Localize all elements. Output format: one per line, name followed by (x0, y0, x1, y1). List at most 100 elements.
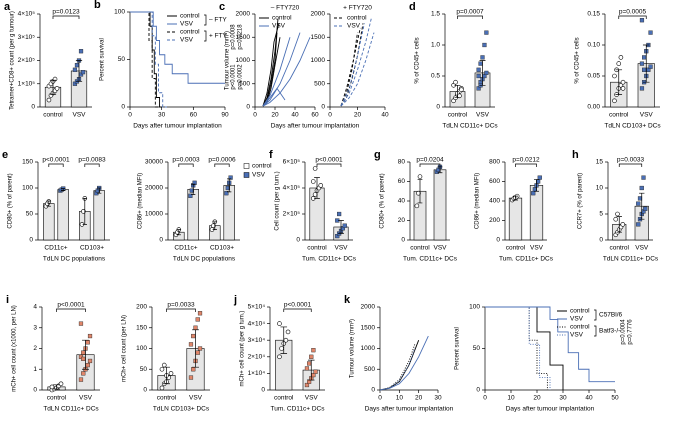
data-point (637, 196, 643, 201)
survival-curve (485, 306, 615, 383)
x-tick-label: 50 (611, 395, 619, 402)
data-point (616, 61, 622, 66)
data-point (537, 175, 542, 180)
y-axis-label: Tumour volume (mm³) (350, 319, 356, 378)
x-tick-label: 40 (381, 112, 389, 119)
p-value: p=0.0212 (512, 157, 540, 164)
y-tick-label: 1×10⁴ (248, 370, 266, 377)
data-point (620, 222, 626, 227)
p-value: p=0.0083 (78, 157, 106, 164)
error-bar (49, 79, 57, 95)
legend-label: VSV (347, 23, 361, 30)
significance-bracket (515, 163, 537, 167)
y-axis-label: Tetramer+CD8+ count (per g tumour) (10, 11, 16, 110)
y-tick-label: 2×10⁵ (18, 57, 36, 64)
data-point (279, 346, 284, 351)
y-tick-label: 3×10⁵ (18, 34, 36, 41)
bar (57, 189, 69, 241)
x-tick-label: CD103+ (210, 245, 234, 252)
y-axis-label: % of CD45+ cells (575, 37, 581, 83)
significance-bracket (166, 308, 196, 312)
x-tick-label: control (410, 245, 430, 252)
data-point (459, 87, 464, 92)
x-tick-label: control (609, 245, 629, 252)
data-point (639, 86, 645, 91)
y-tick-label: 10 (596, 185, 604, 192)
data-point (285, 329, 291, 335)
legend-label: control (347, 15, 367, 22)
y-tick-label: 0 (436, 104, 440, 111)
p-value: p=0.0218 (238, 24, 244, 50)
x-tick-label: VSV (530, 245, 544, 252)
error-bar (615, 69, 623, 95)
x-tick-label: VSV (79, 395, 93, 402)
data-point (639, 18, 645, 23)
legend-label: control (252, 163, 272, 170)
data-point (304, 382, 310, 388)
significance-bracket (84, 163, 100, 167)
data-point (81, 209, 86, 214)
y-tick-label: 2000 (311, 11, 326, 18)
significance-bracket (316, 163, 342, 167)
p-value: p=0.0003 (172, 157, 200, 164)
data-point (188, 342, 194, 347)
x-axis-label: TdLN CD11c+ DCs (442, 123, 498, 130)
x-axis-label: Tum. CD11c+ DCs (403, 256, 458, 263)
x-tick-label: VSV (72, 112, 86, 119)
error-bar (642, 44, 650, 83)
y-tick-label: 3 (33, 324, 37, 331)
y-axis-label: CD86+ (median MFI) (475, 173, 481, 229)
x-axis-label: Tum. CD11c+ DCs (271, 406, 326, 413)
legend-label: control (570, 308, 590, 315)
data-point (189, 188, 194, 193)
y-tick-label: 0 (401, 237, 405, 244)
x-tick-label: VSV (476, 112, 490, 119)
y-tick-label: 1500 (236, 34, 251, 41)
growth-curve (262, 37, 291, 107)
data-point (168, 371, 174, 376)
x-tick-label: 0 (328, 112, 332, 119)
y-tick-label: 100 (114, 9, 125, 16)
x-tick-label: control (43, 112, 63, 119)
survival-curve (130, 11, 159, 108)
data-point (312, 192, 318, 197)
x-tick-label: 30 (434, 395, 442, 402)
y-tick-label: 400 (489, 198, 500, 205)
legend-label: VSV (570, 332, 584, 339)
y-tick-label: 4 (33, 304, 37, 311)
legend-group: Batf3-/- (599, 328, 620, 335)
bar (508, 197, 523, 241)
legend-bracket (594, 309, 597, 321)
data-point (307, 361, 312, 366)
x-tick-label: 20 (533, 395, 541, 402)
y-tick-label: 2000 (236, 11, 251, 18)
x-tick-label: VSV (189, 395, 203, 402)
y-tick-label: 0.15 (587, 11, 600, 18)
x-tick-label: 30 (559, 395, 567, 402)
x-tick-label: 0 (483, 395, 487, 402)
data-point (342, 223, 347, 228)
data-point (484, 30, 489, 35)
data-point (78, 321, 84, 326)
y-tick-label: 0 (296, 237, 300, 244)
y-axis-label: CD80+ (% of parent) (380, 173, 386, 228)
significance-bracket (618, 15, 647, 19)
data-point (639, 185, 644, 191)
legend-label: control (180, 13, 200, 20)
y-tick-label: 0 (371, 387, 375, 394)
y-tick-label: 0 (33, 387, 37, 394)
y-tick-label: 100 (136, 345, 147, 352)
x-tick-label: 90 (221, 112, 229, 119)
x-tick-label: 40 (291, 112, 299, 119)
data-point (642, 67, 647, 72)
y-tick-label: 1.0 (431, 42, 440, 49)
y-tick-label: 4×10⁵ (283, 185, 301, 192)
data-point (480, 55, 485, 60)
error-bar (417, 179, 423, 204)
x-tick-label: 20 (415, 395, 423, 402)
x-axis-label: Days after tumour implantation (271, 123, 360, 130)
legend-bracket (594, 325, 597, 337)
significance-bracket (56, 308, 86, 312)
y-tick-label: 0 (143, 387, 147, 394)
